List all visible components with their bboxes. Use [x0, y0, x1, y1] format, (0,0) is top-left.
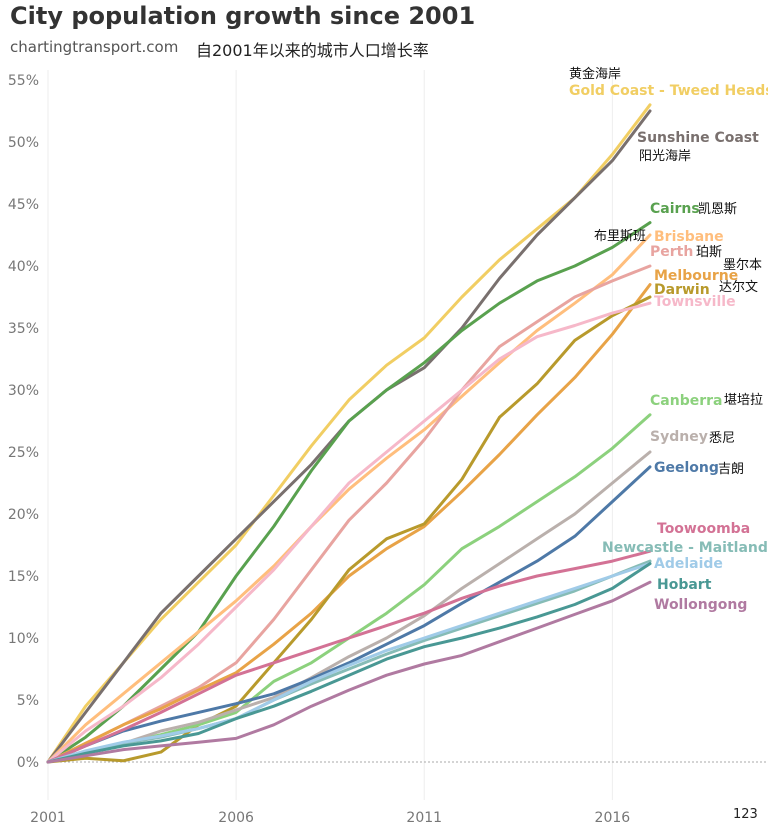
- series-line-toowoomba: [46, 549, 652, 764]
- page-number: 123: [733, 807, 758, 822]
- x-tick-label: 2001: [30, 810, 66, 826]
- series-label-hobart: Hobart: [657, 577, 712, 593]
- series-line-melbourne: [46, 283, 652, 764]
- series-label-cairns: Cairns: [650, 201, 700, 217]
- y-tick-label: 5%: [17, 693, 39, 709]
- y-tick-label: 35%: [8, 321, 39, 337]
- series-label-zh-darwin: 达尔文: [719, 280, 758, 295]
- series-label-toowoomba: Toowoomba: [657, 521, 750, 537]
- series-line-gold-coast-tweed-heads: [46, 103, 652, 764]
- series-label-zh-gold-coast-tweed-heads: 黄金海岸: [569, 66, 621, 82]
- series-label-zh-cairns: 凯恩斯: [698, 202, 737, 217]
- x-tick-label: 2006: [218, 810, 254, 826]
- y-tick-label: 30%: [8, 383, 39, 399]
- y-tick-label: 45%: [8, 197, 39, 213]
- series-label-gold-coast-tweed-heads: Gold Coast - Tweed Heads: [569, 83, 768, 99]
- series-line-brisbane: [46, 233, 652, 764]
- x-tick-label: 2016: [595, 810, 631, 826]
- y-tick-label: 10%: [8, 631, 39, 647]
- series-label-adelaide: Adelaide: [654, 556, 723, 572]
- series-label-wollongong: Wollongong: [654, 597, 747, 613]
- series-label-canberra: Canberra: [650, 393, 722, 409]
- source-site: chartingtransport.com: [10, 38, 179, 56]
- series-label-perth: Perth: [650, 244, 693, 260]
- x-tick-label: 2011: [406, 810, 442, 826]
- series-line-canberra: [46, 413, 652, 764]
- series-line-townsville: [46, 301, 652, 764]
- series-label-townsville: Townsville: [654, 294, 736, 310]
- series-lines: [46, 103, 652, 764]
- chart-title: City population growth since 2001: [10, 2, 476, 30]
- series-label-zh-melbourne: 墨尔本: [723, 258, 762, 273]
- series-label-zh-canberra: 堪培拉: [724, 392, 763, 408]
- series-label-newcastle-maitland: Newcastle - Maitland: [602, 540, 768, 556]
- series-label-zh-brisbane: 布里斯班: [594, 229, 646, 244]
- series-line-perth: [46, 264, 652, 764]
- series-label-melbourne: Melbourne: [654, 268, 738, 284]
- y-tick-label: 50%: [8, 135, 39, 151]
- series-line-darwin: [46, 295, 652, 764]
- y-tick-label: 40%: [8, 259, 39, 275]
- series-line-geelong: [46, 465, 652, 764]
- grid-lines: [47, 70, 613, 800]
- series-line-cairns: [46, 221, 652, 764]
- y-tick-label: 15%: [8, 569, 39, 585]
- y-tick-label: 20%: [8, 507, 39, 523]
- series-line-wollongong: [46, 580, 652, 764]
- axes: 2001 2006 2011 2016 0% 5% 10% 15% 20% 25% 30% 35% 40…: [8, 73, 768, 826]
- y-tick-label: 25%: [8, 445, 39, 461]
- chart-subtitle-zh: 自2001年以来的城市人口增长率: [196, 41, 429, 60]
- y-tick-label: 0%: [17, 755, 39, 771]
- series-label-zh-sydney: 悉尼: [709, 431, 735, 446]
- series-line-sydney: [46, 450, 652, 764]
- series-line-hobart: [46, 562, 652, 764]
- series-label-zh-geelong: 吉朗: [718, 462, 744, 477]
- y-tick-label: 55%: [8, 73, 39, 89]
- series-label-zh-perth: 珀斯: [696, 245, 722, 260]
- series-label-sydney: Sydney: [650, 429, 708, 445]
- series-label-brisbane: Brisbane: [654, 229, 724, 245]
- series-label-darwin: Darwin: [654, 282, 710, 298]
- series-line-adelaide: [46, 562, 652, 764]
- series-label-zh-sunshine-coast: 阳光海岸: [639, 149, 691, 164]
- series-label-geelong: Geelong: [654, 460, 719, 476]
- series-label-sunshine-coast: Sunshine Coast: [637, 130, 759, 146]
